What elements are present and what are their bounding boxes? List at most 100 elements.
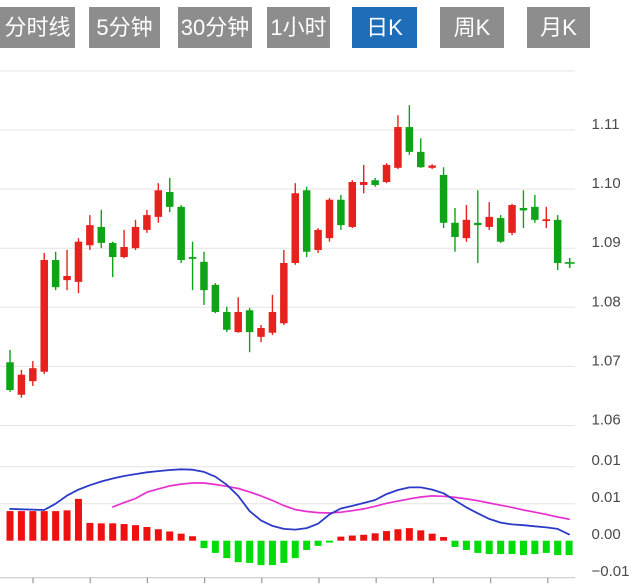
candle-body[interactable] (223, 312, 231, 330)
macd-axis-label: 0.00 (592, 526, 621, 543)
candle-body[interactable] (40, 260, 48, 372)
candle-body[interactable] (120, 247, 128, 258)
candle-body[interactable] (325, 199, 334, 239)
macd-histogram-bar (542, 540, 550, 553)
macd-histogram-bar (166, 531, 174, 541)
macd-histogram-bar (17, 511, 25, 541)
candle-body[interactable] (302, 190, 311, 252)
candle-body[interactable] (394, 127, 402, 168)
macd-histogram-bar (120, 524, 128, 541)
candle-body[interactable] (200, 261, 208, 291)
dif-line (9, 468, 570, 536)
period-tab-bar: 分时线 5分钟 30分钟 1小时 日K 周K 月K (0, 7, 636, 48)
tab-30min[interactable]: 30分钟 (178, 7, 252, 48)
candle-body[interactable] (143, 215, 151, 230)
candle-body[interactable] (508, 205, 516, 233)
macd-histogram-bar (428, 533, 436, 541)
candle-body[interactable] (211, 284, 220, 313)
candle-body[interactable] (474, 222, 482, 226)
candle-body[interactable] (462, 219, 471, 239)
macd-histogram-bar (508, 540, 516, 555)
macd-histogram-bar (383, 531, 391, 541)
candle-body[interactable] (177, 206, 185, 261)
macd-histogram-bar (519, 540, 527, 556)
macd-histogram-bar (29, 511, 37, 541)
macd-histogram-bar (6, 511, 14, 541)
macd-histogram-bar (177, 533, 185, 541)
price-axis-label: 1.10 (592, 175, 621, 192)
macd-histogram-bar (52, 511, 60, 541)
candle-body[interactable] (405, 127, 414, 152)
candle-body[interactable] (74, 241, 83, 282)
candle-body[interactable] (268, 312, 277, 333)
macd-histogram-bar (97, 523, 105, 541)
macd-axis-label: −0.01 (592, 563, 630, 580)
macd-histogram-bar (74, 498, 82, 541)
macd-histogram-bar (109, 523, 117, 541)
candle-body[interactable] (359, 182, 368, 185)
candle-body[interactable] (29, 368, 37, 382)
candle-body[interactable] (234, 312, 242, 333)
macd-histogram-bar (211, 540, 219, 553)
macd-histogram-bar (132, 525, 140, 541)
candle-body[interactable] (245, 310, 254, 333)
candle-body[interactable] (382, 164, 391, 183)
macd-histogram-bar (268, 540, 276, 566)
candle-body[interactable] (371, 180, 379, 185)
macd-histogram-bar (531, 540, 539, 555)
candle-body[interactable] (337, 199, 345, 226)
candle-body[interactable] (314, 229, 322, 250)
macd-histogram-bar (565, 540, 573, 556)
candle-body[interactable] (63, 275, 71, 281)
candle-body[interactable] (451, 222, 459, 237)
candle-body[interactable] (553, 219, 562, 263)
price-axis-label: 1.09 (592, 234, 621, 251)
candle-body[interactable] (51, 260, 60, 288)
candle-body[interactable] (97, 226, 106, 243)
macd-histogram-bar (360, 534, 368, 541)
candle-body[interactable] (417, 151, 425, 168)
candle-body[interactable] (291, 193, 300, 263)
macd-histogram-bar (280, 540, 288, 563)
candle-body[interactable] (531, 206, 539, 220)
macd-histogram-bar (257, 540, 265, 566)
candle-body[interactable] (6, 362, 14, 391)
price-axis-label: 1.11 (592, 116, 620, 133)
candle-body[interactable] (496, 218, 505, 242)
candle-body[interactable] (257, 327, 265, 337)
tab-week-k[interactable]: 周K (440, 7, 504, 48)
candle-body[interactable] (131, 226, 140, 249)
macd-histogram-bar (234, 540, 242, 563)
macd-histogram-bar (497, 540, 505, 555)
candle-body[interactable] (348, 182, 357, 227)
macd-histogram-bar (314, 540, 322, 546)
macd-histogram-bar (485, 540, 493, 555)
candle-body[interactable] (165, 192, 174, 207)
macd-histogram-bar (154, 529, 162, 541)
candle-body[interactable] (519, 208, 528, 211)
macd-histogram-bar (451, 540, 459, 547)
price-axis-label: 1.07 (592, 352, 621, 369)
candle-body[interactable] (280, 262, 288, 324)
tab-time-line[interactable]: 分时线 (0, 7, 75, 48)
macd-histogram-bar (417, 530, 425, 541)
tab-month-k[interactable]: 月K (527, 7, 590, 48)
tab-day-k[interactable]: 日K (352, 7, 417, 48)
macd-histogram-bar (394, 529, 402, 541)
macd-histogram-bar (63, 510, 71, 541)
candle-body[interactable] (542, 219, 551, 222)
tab-5min[interactable]: 5分钟 (89, 7, 160, 48)
macd-histogram-bar (223, 540, 231, 559)
candle-body[interactable] (439, 174, 448, 223)
candle-body[interactable] (485, 216, 493, 227)
candle-body[interactable] (86, 225, 94, 246)
macd-axis-label: 0.01 (592, 489, 621, 506)
candle-body[interactable] (108, 242, 117, 258)
macd-histogram-bar (40, 511, 48, 541)
candle-body[interactable] (188, 257, 197, 259)
tab-1hour[interactable]: 1小时 (267, 7, 330, 48)
candle-body[interactable] (154, 190, 163, 217)
candle-body[interactable] (17, 374, 26, 395)
candle-body[interactable] (428, 165, 436, 168)
